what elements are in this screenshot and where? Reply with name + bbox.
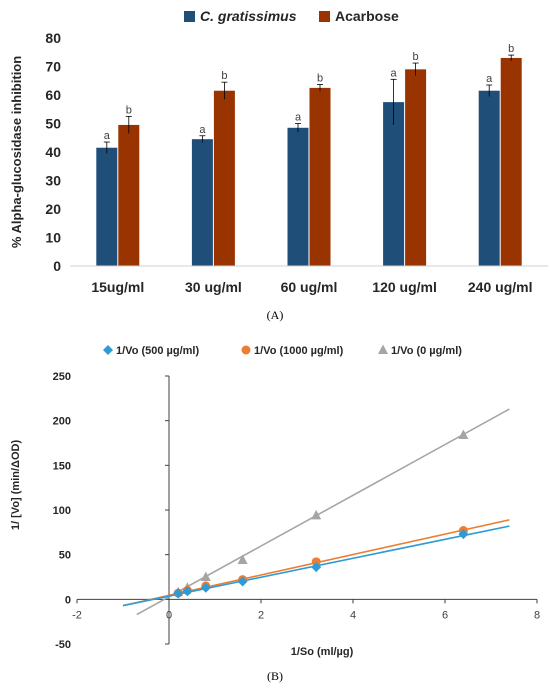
data-points [173,429,469,599]
legend-swatch-series-2 [319,11,330,22]
bar-chart-panel-a: C. gratissimus Acarbose % Alpha-glucosid… [9,8,548,322]
y-axis-label: 1/ [Vo] (min/ΔOD) [10,440,22,531]
y-tick-label: 50 [59,550,71,562]
panel-label-b: (B) [267,669,283,683]
error-bars [103,54,515,154]
significance-letter: b [508,43,514,55]
data-point-diamond [237,576,248,587]
x-tick-label: 240 ug/ml [468,279,533,295]
legend-label: 1/Vo (0 µg/ml) [391,345,462,357]
bar [191,139,213,266]
legend-label: 1/Vo (500 µg/ml) [116,345,199,357]
data-point-triangle [311,509,322,520]
y-tick-label: 20 [45,201,61,217]
y-axis-label: % Alpha-glucosidase inhibition [9,56,24,248]
legend-label-series-1: C. gratissimus [200,8,297,24]
y-tick-label: 150 [53,460,71,472]
y-tick-labels: -50 0 50 100 150 200 250 [53,371,169,651]
legend-label-series-2: Acarbose [335,8,399,24]
x-tick-labels: 15ug/ml 30 ug/ml 60 ug/ml 120 ug/ml 240 ug/m… [91,279,532,295]
significance-letter: b [317,72,323,84]
data-point-triangle [458,429,469,439]
legend-marker-diamond [103,345,113,355]
significance-letter: a [104,130,111,142]
x-tick-label: 4 [350,609,356,621]
significance-letter: a [486,73,493,85]
data-point-triangle [237,554,248,565]
y-tick-label: 0 [53,258,61,274]
bar [500,57,522,267]
x-tick-label: 15ug/ml [91,279,144,295]
y-tick-label: 10 [45,230,61,246]
y-tick-label: 40 [45,144,61,160]
x-tick-labels: -2 0 2 4 6 8 [72,599,540,621]
bar [383,102,405,266]
data-point-diamond [311,562,322,573]
bar [405,69,427,266]
x-tick-label: 8 [534,609,540,621]
x-tick-label: 60 ug/ml [281,279,338,295]
y-tick-label: 70 [45,59,61,75]
y-tick-labels: 0 10 20 30 40 50 60 70 80 [45,30,61,274]
bar [96,147,118,266]
y-tick-label: 100 [53,505,71,517]
y-tick-label: 200 [53,416,71,428]
y-tick-label: 30 [45,173,61,189]
bar [478,90,500,266]
x-tick-label: 120 ug/ml [372,279,437,295]
data-point-triangle [200,571,211,581]
legend-label: 1/Vo (1000 µg/ml) [254,345,344,357]
bar [118,124,140,266]
data-point-diamond [173,588,184,599]
trendline [136,408,510,616]
significance-letter: b [221,70,227,82]
y-tick-label: 60 [45,87,61,103]
data-point-circle [311,557,321,567]
scatter-chart-panel-b: 1/Vo (500 µg/ml) 1/Vo (1000 µg/ml) 1/Vo (0… [10,344,540,683]
significance-letter: a [391,67,398,79]
x-tick-label: 6 [442,609,448,621]
y-tick-label: -50 [55,639,71,651]
y-tick-label: 0 [65,594,71,606]
significance-letter: a [295,112,302,124]
significance-letter: b [126,104,132,116]
x-axis-label: 1/So (ml/µg) [291,646,354,658]
x-tick-label: 2 [258,609,264,621]
bar [213,90,235,266]
scatter-chart-legend: 1/Vo (500 µg/ml) 1/Vo (1000 µg/ml) 1/Vo (0… [103,344,462,357]
significance-letter: b [413,51,419,63]
bars [96,57,522,267]
legend-marker-circle [241,345,251,355]
significance-letters: a b a b a b a b a b [104,43,515,142]
y-tick-label: 50 [45,116,61,132]
bar-chart-legend: C. gratissimus Acarbose [184,8,399,24]
data-point-diamond [200,582,211,593]
x-tick-label: 30 ug/ml [185,279,242,295]
data-point-diamond [182,586,193,597]
y-tick-label: 80 [45,30,61,46]
legend-marker-triangle [378,344,388,354]
x-tick-label: -2 [72,609,82,621]
x-tick-label: 0 [166,609,172,621]
bar [309,87,331,266]
legend-swatch-series-1 [184,11,195,22]
y-tick-label: 250 [53,371,71,383]
panel-label-a: (A) [267,308,284,322]
bar [287,127,309,267]
significance-letter: a [199,124,206,136]
data-point-diamond [458,529,469,540]
